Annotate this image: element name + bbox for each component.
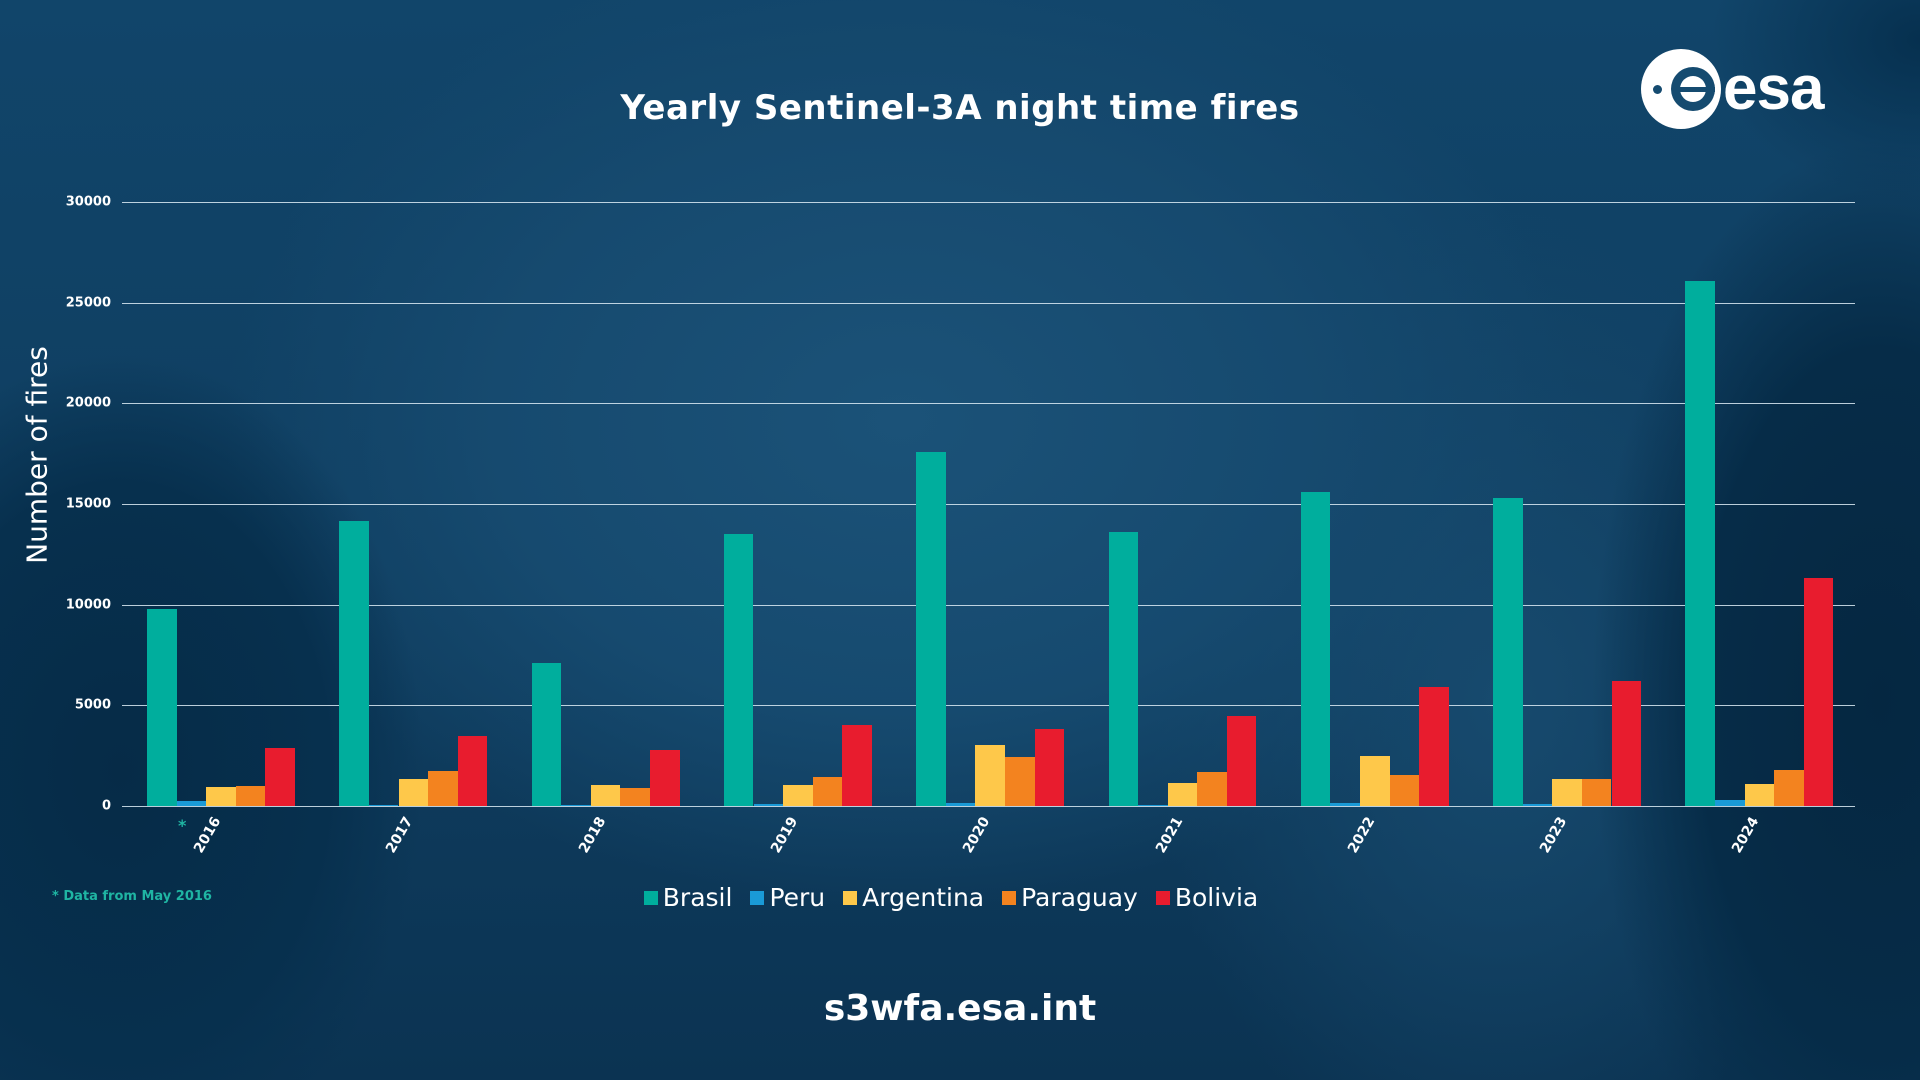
gridline [122,202,1855,203]
bar-argentina-2024 [1744,784,1775,806]
bar-paraguay-2018 [620,787,650,806]
bar-bolivia-2020 [1034,729,1065,806]
bar-peru-2023 [1522,804,1553,806]
gridline [122,806,1855,807]
bar-argentina-2016 [206,786,236,806]
y-axis-label: Number of fires [20,346,54,564]
bar-paraguay-2017 [428,770,458,806]
legend-swatch-icon [1002,890,1017,905]
bar-argentina-2019 [783,784,813,806]
bar-peru-2021 [1138,805,1168,807]
bar-peru-2020 [945,802,976,806]
y-tick-label: 30000 [65,194,111,210]
y-tick-label: 5000 [74,697,111,713]
gridline [122,604,1855,606]
gridline [122,504,1855,505]
bar-paraguay-2019 [812,776,843,806]
esa-logo-icon [1641,49,1721,129]
esa-logo: esa [1641,49,1863,129]
legend-label: Brasil [662,883,733,912]
y-tick-label: 20000 [65,395,111,411]
bar-bolivia-2018 [650,749,680,806]
bar-bolivia-2016 [265,747,295,806]
bar-peru-2019 [753,803,784,806]
legend-item-paraguay: Paraguay [1002,883,1146,912]
bar-bolivia-2021 [1226,716,1257,806]
bar-brasil-2017 [339,521,369,806]
bar-peru-2017 [368,805,399,807]
data-note-asterisk: * [178,816,187,835]
legend-swatch-icon [643,890,658,905]
legend-label: Bolivia [1174,883,1259,912]
legend-swatch-icon [750,890,765,905]
bar-brasil-2018 [531,663,562,806]
x-tick-label: 2020 [960,814,994,856]
bar-brasil-2021 [1108,532,1139,806]
bar-argentina-2020 [975,744,1005,806]
bar-brasil-2020 [916,451,946,806]
gridline [122,705,1855,707]
legend-item-peru: Peru [750,883,833,912]
bar-peru-2022 [1330,802,1360,806]
bar-bolivia-2019 [842,725,872,806]
bar-paraguay-2016 [235,785,266,806]
bar-paraguay-2020 [1005,756,1035,806]
bar-bolivia-2022 [1419,687,1449,806]
legend-swatch-icon [843,890,858,905]
bar-paraguay-2022 [1389,774,1420,806]
footnote: * Data from May 2016 [52,889,212,904]
map-ocean-left [0,250,560,1080]
x-tick-label: 2021 [1152,814,1186,856]
gridline [122,302,1855,304]
legend-label: Paraguay [1021,883,1138,912]
bar-bolivia-2017 [457,735,488,806]
website-url: s3wfa.esa.int [823,988,1097,1029]
bar-peru-2018 [561,805,591,807]
gridline [122,403,1855,405]
plot-area [122,190,1855,807]
y-tick-label: 0 [101,798,111,814]
bar-peru-2016 [176,800,207,806]
bar-paraguay-2021 [1197,771,1227,806]
bar-argentina-2017 [398,778,429,806]
bar-brasil-2016 [147,608,177,806]
bar-argentina-2023 [1552,778,1582,806]
legend: Brasil Peru Argentina Paraguay Bolivia [0,883,1920,912]
bar-brasil-2019 [723,534,754,806]
bar-brasil-2023 [1493,497,1523,806]
x-tick-label: 2019 [767,814,802,856]
bar-bolivia-2023 [1611,681,1642,806]
legend-item-bolivia: Bolivia [1155,883,1266,912]
bar-brasil-2022 [1300,491,1331,806]
bar-brasil-2024 [1685,280,1715,806]
chart-title: Yearly Sentinel-3A night time fires [620,88,1300,128]
bar-paraguay-2024 [1774,770,1804,806]
y-tick-label: 15000 [65,496,111,512]
bar-peru-2024 [1715,799,1745,806]
x-tick-label: 2018 [575,814,609,856]
legend-item-argentina: Argentina [843,883,992,912]
y-tick-label: 10000 [65,597,111,613]
legend-swatch-icon [1155,890,1170,905]
bar-bolivia-2024 [1803,578,1834,806]
y-tick-label: 25000 [65,295,111,311]
bar-paraguay-2023 [1581,778,1612,806]
bar-argentina-2022 [1360,755,1390,806]
esa-logo-text: esa [1723,54,1824,123]
bar-argentina-2018 [590,784,621,806]
legend-item-brasil: Brasil [643,883,741,912]
legend-label: Argentina [862,883,985,912]
bar-argentina-2021 [1167,782,1198,806]
legend-label: Peru [769,883,826,912]
